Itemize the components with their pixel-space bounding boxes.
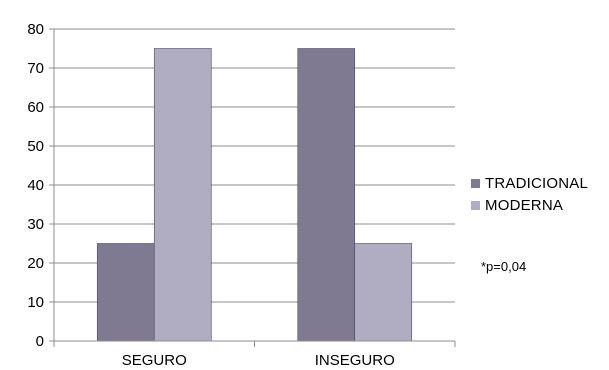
legend-swatch-tradicional xyxy=(471,178,480,188)
y-axis-ticks: 0 10 20 30 40 50 60 70 80 xyxy=(27,21,54,350)
x-category-label-inseguro: INSEGURO xyxy=(315,352,395,369)
axes xyxy=(53,29,456,347)
bar-moderna-inseguro xyxy=(354,243,413,342)
bar-tradicional-seguro xyxy=(96,243,155,342)
x-category-label-seguro: SEGURO xyxy=(122,352,187,369)
y-tick-label-20: 20 xyxy=(27,255,44,272)
bar-moderna-seguro xyxy=(153,48,212,342)
y-tick-label-60: 60 xyxy=(27,99,44,116)
legend-item-moderna: MODERNA xyxy=(471,194,588,216)
y-tick-label-70: 70 xyxy=(27,60,44,77)
y-tick-label-10: 10 xyxy=(27,294,44,311)
legend-item-tradicional: TRADICIONAL xyxy=(471,172,588,194)
legend-label-moderna: MODERNA xyxy=(485,196,564,214)
y-tick-label-0: 0 xyxy=(36,333,44,350)
x-axis-categories: SEGURO INSEGURO xyxy=(122,352,395,369)
bar-tradicional-inseguro xyxy=(297,48,356,342)
y-tick-label-80: 80 xyxy=(27,21,44,38)
significance-note: *p=0,04 xyxy=(481,259,527,274)
y-tick-label-50: 50 xyxy=(27,138,44,155)
legend-swatch-moderna xyxy=(471,200,480,210)
legend-label-tradicional: TRADICIONAL xyxy=(485,174,589,192)
y-tick-label-30: 30 xyxy=(27,216,44,233)
y-tick-label-40: 40 xyxy=(27,177,44,194)
legend: TRADICIONAL MODERNA xyxy=(471,172,588,216)
bars xyxy=(96,48,413,342)
